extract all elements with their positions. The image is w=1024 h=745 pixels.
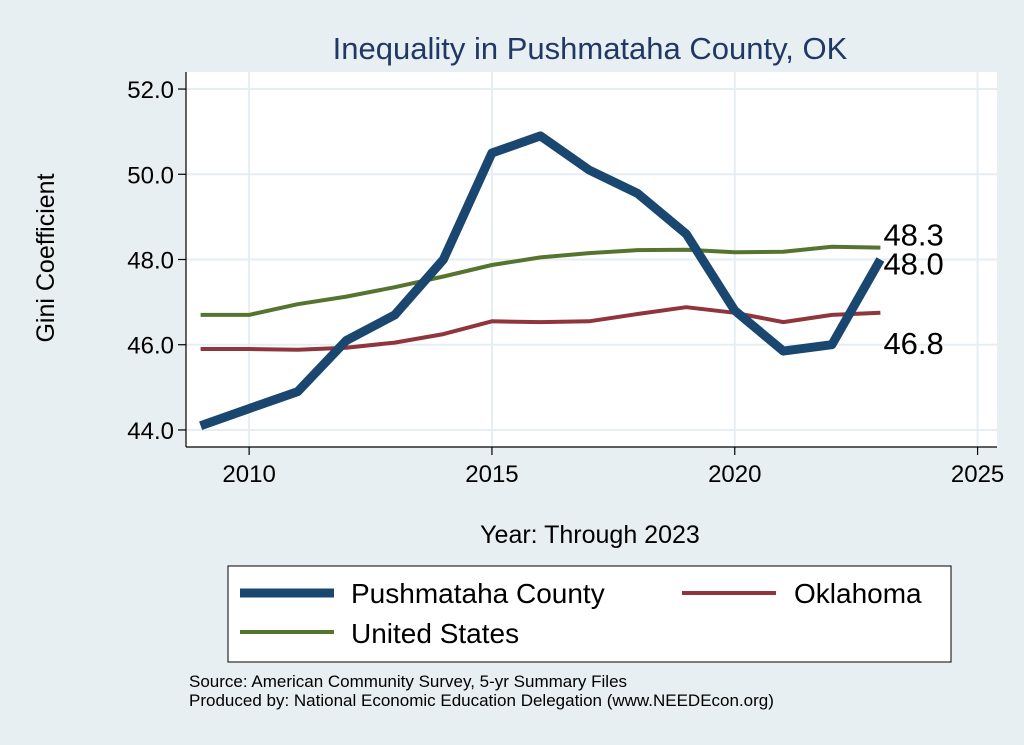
legend-label-united-states: United States xyxy=(351,618,519,649)
legend-box xyxy=(227,565,952,663)
x-tick-label: 2010 xyxy=(222,461,275,488)
y-axis-title: Gini Coefficient xyxy=(32,173,60,342)
x-tick-label: 2015 xyxy=(465,461,518,488)
source-line: Source: American Community Survey, 5-yr … xyxy=(189,672,628,691)
end-labels: 48.0 46.8 48.3 xyxy=(883,218,943,361)
y-tick-label: 48.0 xyxy=(127,248,174,275)
legend-label-oklahoma: Oklahoma xyxy=(794,578,922,609)
series-line-united-states xyxy=(200,244,881,317)
x-tick-label: 2025 xyxy=(951,461,1004,488)
end-label-pushmataha-county: 48.0 xyxy=(883,247,943,282)
end-label-united-states: 48.3 xyxy=(883,218,943,253)
y-tick-label: 44.0 xyxy=(127,418,174,445)
legend-label-pushmataha: Pushmataha County xyxy=(351,578,605,609)
y-tick-label: 50.0 xyxy=(127,162,174,189)
y-axis-ticks: 44.0 46.0 48.0 50.0 52.0 xyxy=(127,77,186,445)
series-line-oklahoma xyxy=(200,305,881,352)
series-line-pushmataha-county xyxy=(199,131,885,430)
chart-title: Inequality in Pushmataha County, OK xyxy=(333,31,848,66)
y-tick-label: 46.0 xyxy=(127,333,174,360)
x-axis-title: Year: Through 2023 xyxy=(480,521,700,549)
gridlines xyxy=(186,72,997,447)
end-label-oklahoma: 46.8 xyxy=(883,326,943,361)
producer-line: Produced by: National Economic Education… xyxy=(189,691,774,710)
y-tick-label: 52.0 xyxy=(127,77,174,104)
series-group xyxy=(199,131,885,430)
x-axis-ticks: 2010 2015 2020 2025 xyxy=(222,447,1004,488)
x-tick-label: 2020 xyxy=(708,461,761,488)
